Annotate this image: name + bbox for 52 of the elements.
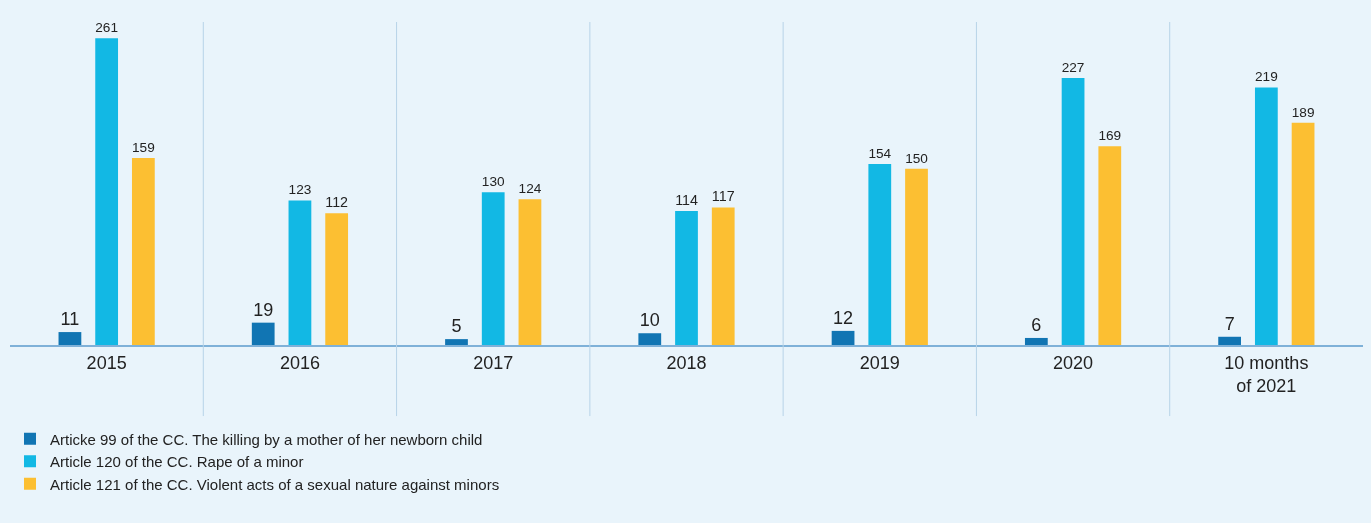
x-tick-label: 2017 bbox=[473, 352, 514, 373]
bar bbox=[905, 168, 928, 345]
bar bbox=[638, 333, 662, 345]
bar bbox=[1024, 337, 1048, 345]
legend-label: Article 120 of the CC. Rape of a minor bbox=[50, 453, 304, 471]
legend-label: Articke 99 of the CC. The killing by a mother of her newborn child bbox=[50, 430, 483, 448]
bar bbox=[1218, 336, 1242, 345]
data-label: 112 bbox=[325, 194, 349, 211]
data-label: 169 bbox=[1098, 128, 1122, 144]
x-tick-label: 10 months of 2021 bbox=[1224, 352, 1309, 396]
bar bbox=[58, 332, 82, 345]
bar bbox=[1291, 122, 1315, 345]
bar bbox=[325, 213, 349, 345]
bar bbox=[131, 158, 155, 345]
bar bbox=[95, 38, 119, 345]
data-label: 159 bbox=[132, 140, 155, 156]
data-label: 7 bbox=[1224, 313, 1235, 334]
bar bbox=[675, 210, 698, 345]
x-tick-label: 2018 bbox=[666, 352, 707, 373]
data-label: 5 bbox=[451, 316, 462, 337]
data-label: 154 bbox=[868, 145, 892, 161]
bar bbox=[251, 322, 275, 345]
bar bbox=[445, 339, 468, 345]
data-label: 6 bbox=[1031, 314, 1042, 335]
x-tick-label: 2020 bbox=[1053, 352, 1094, 373]
x-tick-label: 2015 bbox=[86, 352, 127, 373]
x-tick-label: 2016 bbox=[279, 352, 320, 373]
data-label: 261 bbox=[95, 20, 119, 36]
data-label: 11 bbox=[60, 309, 80, 330]
bar bbox=[481, 192, 505, 345]
data-label: 117 bbox=[711, 188, 735, 205]
data-label: 150 bbox=[905, 150, 929, 166]
legend-label: Article 121 of the CC. Violent acts of a sexual nature against minors bbox=[50, 475, 500, 493]
x-tick-label: 2019 bbox=[859, 352, 900, 373]
data-label: 219 bbox=[1254, 69, 1278, 85]
bar bbox=[1061, 78, 1085, 345]
data-label: 114 bbox=[675, 191, 698, 208]
data-label: 12 bbox=[833, 307, 854, 328]
bar bbox=[1254, 87, 1278, 345]
data-label: 227 bbox=[1061, 60, 1085, 76]
data-label: 10 bbox=[639, 310, 660, 331]
data-label: 19 bbox=[253, 299, 274, 320]
data-label: 123 bbox=[288, 182, 312, 198]
data-label: 124 bbox=[518, 181, 542, 197]
bar bbox=[1098, 146, 1122, 345]
bar bbox=[518, 199, 542, 345]
bar bbox=[711, 207, 735, 345]
data-label: 189 bbox=[1291, 104, 1315, 120]
data-label: 130 bbox=[481, 174, 505, 190]
bar bbox=[868, 163, 892, 345]
bar bbox=[831, 330, 855, 345]
bar bbox=[288, 200, 312, 345]
